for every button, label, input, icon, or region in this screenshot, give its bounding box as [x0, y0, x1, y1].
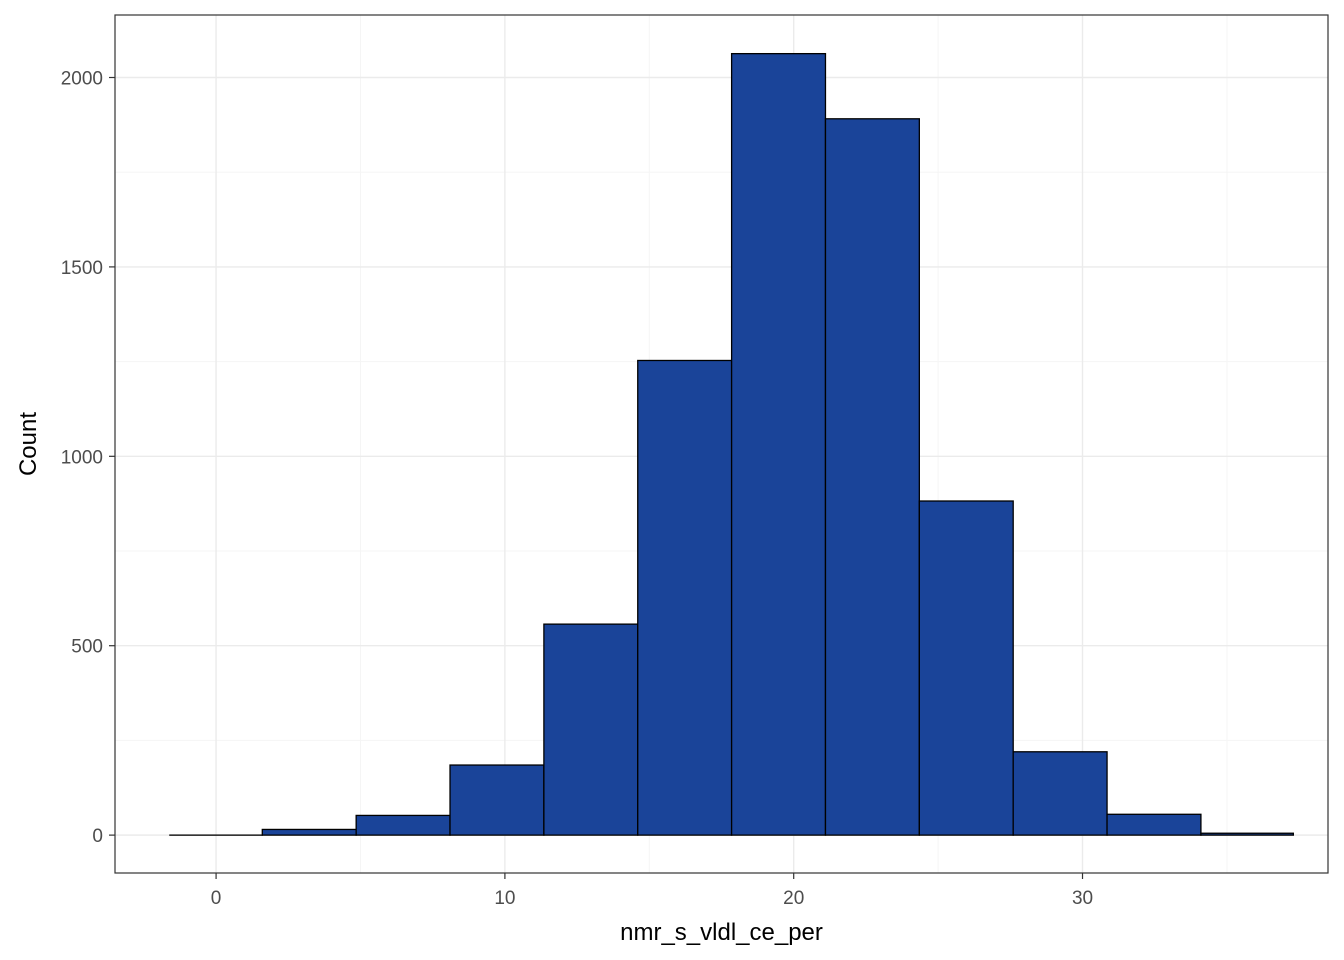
histogram-bars: [169, 52, 1294, 836]
histogram-bar: [637, 359, 733, 836]
x-axis-ticks: 0 10 20 30: [211, 873, 1093, 909]
histogram-bar: [1200, 832, 1294, 836]
x-axis-title: nmr_s_vldl_ce_per: [620, 919, 823, 946]
y-tick-label: 0: [92, 826, 103, 847]
y-tick-label: 1000: [61, 447, 103, 468]
histogram-bar: [918, 500, 1014, 836]
histogram-bar: [1106, 813, 1202, 836]
x-tick-label: 30: [1072, 888, 1093, 909]
x-tick-label: 20: [783, 888, 804, 909]
histogram-bar: [730, 52, 827, 836]
x-tick-label: 0: [211, 888, 222, 909]
histogram-bar: [824, 118, 920, 836]
panel-border: [114, 14, 1329, 874]
y-tick-label: 1500: [61, 258, 103, 279]
y-tick-label: 2000: [61, 69, 103, 90]
y-axis-title: Count: [15, 412, 42, 476]
histogram-bar: [261, 828, 357, 836]
histogram-bar: [543, 623, 639, 836]
x-tick-label: 10: [494, 888, 515, 909]
histogram-bar: [449, 764, 545, 836]
histogram-bar: [1012, 751, 1108, 836]
y-axis-ticks: 0 500 1000 1500 2000: [61, 69, 115, 847]
y-tick-label: 500: [71, 637, 103, 658]
histogram-bar: [355, 814, 451, 836]
